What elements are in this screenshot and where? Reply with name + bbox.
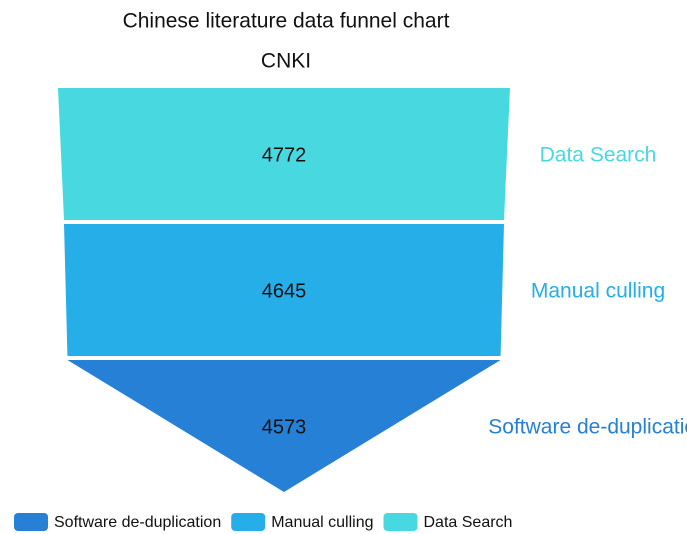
- legend-label: Software de-duplication: [54, 514, 221, 531]
- funnel-segment: [67, 360, 501, 492]
- legend-label: Manual culling: [271, 514, 373, 531]
- funnel-segment: [58, 88, 510, 220]
- value-label: 4573: [262, 416, 307, 438]
- legend-swatch: [231, 513, 266, 531]
- stage-label: Manual culling: [531, 280, 665, 303]
- stage-label: Data Search: [540, 144, 657, 167]
- chart-title: Chinese literature data funnel chart: [123, 10, 450, 33]
- legend-swatch: [14, 513, 48, 531]
- value-label: 4772: [262, 144, 307, 166]
- legend-label: Data Search: [424, 514, 513, 531]
- legend-swatch: [383, 513, 418, 531]
- chart-subtitle: CNKI: [261, 50, 311, 73]
- stage-label: Software de-duplication: [488, 416, 687, 439]
- funnel-segment: [64, 224, 504, 356]
- value-label: 4645: [262, 280, 307, 302]
